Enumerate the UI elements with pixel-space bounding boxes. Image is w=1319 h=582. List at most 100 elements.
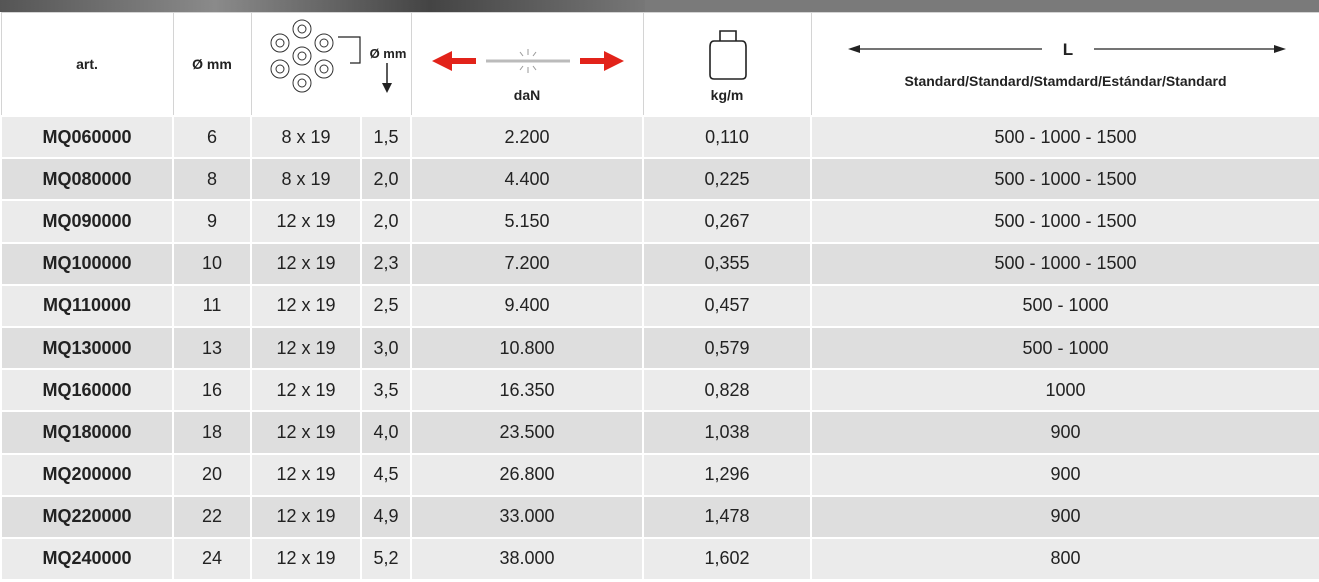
arrow-right xyxy=(580,51,624,71)
cell-wire-diameter: 2,5 xyxy=(361,285,411,327)
cell-weight: 0,110 xyxy=(643,116,811,158)
cell-length: 800 xyxy=(811,538,1319,580)
cell-diameter: 13 xyxy=(173,327,251,369)
cell-length: 900 xyxy=(811,411,1319,453)
banner-image xyxy=(0,0,645,12)
cell-weight: 0,355 xyxy=(643,243,811,285)
cell-article: MQ180000 xyxy=(1,411,173,453)
wire-bracket xyxy=(338,37,360,63)
cell-length: 500 - 1000 xyxy=(811,285,1319,327)
header-row: art. Ø mm Ø mm daN kg/m L Standard/Stand… xyxy=(1,13,1319,117)
cell-article: MQ110000 xyxy=(1,285,173,327)
cell-article: MQ090000 xyxy=(1,200,173,242)
cell-length: 900 xyxy=(811,454,1319,496)
cell-construction: 12 x 19 xyxy=(251,454,361,496)
body: art. Ø mm Ø mm daN kg/m L Standard/Stand… xyxy=(0,0,1319,582)
cell-breaking-load: 16.350 xyxy=(411,369,643,411)
cell-diameter: 18 xyxy=(173,411,251,453)
cell-length: 500 - 1000 - 1500 xyxy=(811,158,1319,200)
cell-length: 900 xyxy=(811,496,1319,538)
cell-weight: 1,478 xyxy=(643,496,811,538)
cell-article: MQ160000 xyxy=(1,369,173,411)
banner-bar xyxy=(645,0,1319,12)
cell-weight: 0,457 xyxy=(643,285,811,327)
cell-breaking-load: 7.200 xyxy=(411,243,643,285)
cell-article: MQ220000 xyxy=(1,496,173,538)
cell-diameter: 20 xyxy=(173,454,251,496)
length-arrow: L xyxy=(812,29,1319,69)
cell-breaking-load: 33.000 xyxy=(411,496,643,538)
cell-wire-diameter: 4,5 xyxy=(361,454,411,496)
cell-construction: 12 x 19 xyxy=(251,243,361,285)
cell-breaking-load: 2.200 xyxy=(411,116,643,158)
cell-length: 500 - 1000 xyxy=(811,327,1319,369)
cell-diameter: 24 xyxy=(173,538,251,580)
cell-article: MQ130000 xyxy=(1,327,173,369)
cell-construction: 12 x 19 xyxy=(251,369,361,411)
weight-icon xyxy=(644,27,812,87)
cell-wire-diameter: 3,5 xyxy=(361,369,411,411)
cell-breaking-load: 10.800 xyxy=(411,327,643,369)
cell-construction: 12 x 19 xyxy=(251,496,361,538)
cell-weight: 1,296 xyxy=(643,454,811,496)
cell-wire-diameter: 2,0 xyxy=(361,158,411,200)
header-art: art. xyxy=(1,13,173,117)
cell-article: MQ200000 xyxy=(1,454,173,496)
cell-diameter: 11 xyxy=(173,285,251,327)
cell-construction: 8 x 19 xyxy=(251,116,361,158)
cell-diameter: 6 xyxy=(173,116,251,158)
cell-article: MQ100000 xyxy=(1,243,173,285)
header-diameter: Ø mm xyxy=(173,13,251,117)
table-row: MQ08000088 x 192,04.4000,225500 - 1000 -… xyxy=(1,158,1319,200)
cell-construction: 12 x 19 xyxy=(251,285,361,327)
cell-length: 1000 xyxy=(811,369,1319,411)
cell-breaking-load: 4.400 xyxy=(411,158,643,200)
cell-weight: 1,038 xyxy=(643,411,811,453)
cell-breaking-load: 9.400 xyxy=(411,285,643,327)
length-note: Standard/Standard/Stamdard/Estándar/Stan… xyxy=(812,73,1319,89)
wire-arrow-head xyxy=(382,83,392,93)
cell-construction: 8 x 19 xyxy=(251,158,361,200)
cell-wire-diameter: 3,0 xyxy=(361,327,411,369)
daN-label: daN xyxy=(412,87,643,103)
cell-weight: 0,267 xyxy=(643,200,811,242)
cell-article: MQ060000 xyxy=(1,116,173,158)
cell-diameter: 9 xyxy=(173,200,251,242)
table-header: art. Ø mm Ø mm daN kg/m L Standard/Stand… xyxy=(1,13,1319,117)
cell-weight: 0,579 xyxy=(643,327,811,369)
header-weight: kg/m xyxy=(643,13,811,117)
cell-article: MQ240000 xyxy=(1,538,173,580)
length-label: L xyxy=(1062,40,1072,59)
cell-length: 500 - 1000 - 1500 xyxy=(811,243,1319,285)
cell-construction: 12 x 19 xyxy=(251,200,361,242)
rope-icon: Ø mm xyxy=(252,13,412,115)
header-construction: Ø mm xyxy=(251,13,411,117)
header-length: L Standard/Standard/Stamdard/Estándar/St… xyxy=(811,13,1319,117)
cell-diameter: 16 xyxy=(173,369,251,411)
cell-construction: 12 x 19 xyxy=(251,327,361,369)
cell-wire-diameter: 4,9 xyxy=(361,496,411,538)
cell-breaking-load: 38.000 xyxy=(411,538,643,580)
cell-length: 500 - 1000 - 1500 xyxy=(811,200,1319,242)
cell-weight: 0,828 xyxy=(643,369,811,411)
cell-diameter: 22 xyxy=(173,496,251,538)
cell-breaking-load: 5.150 xyxy=(411,200,643,242)
cell-diameter: 8 xyxy=(173,158,251,200)
top-banner xyxy=(0,0,1319,12)
cell-weight: 0,225 xyxy=(643,158,811,200)
tension-icon xyxy=(412,31,644,91)
product-table: art. Ø mm Ø mm daN kg/m L Standard/Stand… xyxy=(0,12,1319,581)
arrow-left xyxy=(432,51,476,71)
cell-construction: 12 x 19 xyxy=(251,538,361,580)
cell-wire-diameter: 2,3 xyxy=(361,243,411,285)
weight-shape xyxy=(710,31,746,79)
